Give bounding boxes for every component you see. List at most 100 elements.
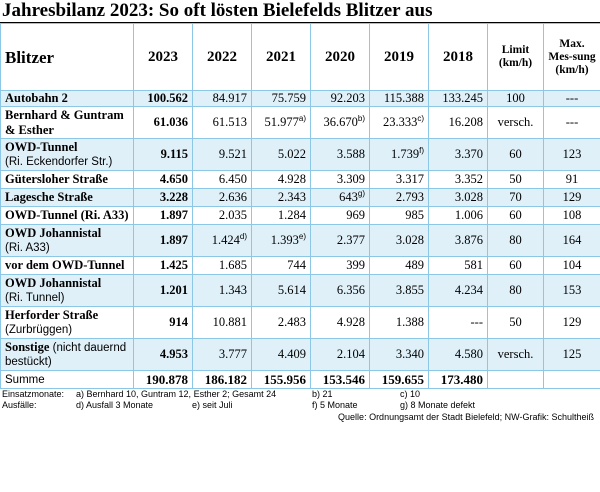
cell-2021: 2.483 — [251, 306, 311, 339]
table-row: OWD Johannistal (Ri. Tunnel) 1.201 1.343 5.6… — [0, 274, 600, 307]
cell-2019: 23.333c) — [369, 106, 429, 139]
cell-2019: 3.855 — [369, 274, 429, 307]
cell-2021: 4.409 — [251, 338, 311, 371]
cell-2023: 1.201 — [133, 274, 193, 307]
cell-2020: 36.670b) — [310, 106, 370, 139]
cell-2019: 115.388 — [369, 90, 429, 107]
note-e: e) seit Juli — [192, 400, 233, 410]
cell-2021: 4.928 — [251, 170, 311, 189]
note-b: b) 21 — [312, 389, 333, 399]
row-label: Gütersloher Straße — [0, 170, 134, 189]
table-row: OWD Johannistal (Ri. A33) 1.897 1.424d) 1.39… — [0, 224, 600, 257]
header-2020: 2020 — [310, 23, 370, 91]
cell-limit: 60 — [487, 256, 544, 275]
cell-2023: 61.036 — [133, 106, 193, 139]
cell-2023: 100.562 — [133, 90, 193, 107]
footnotes: Einsatzmonate: a) Bernhard 10, Guntram 1… — [0, 389, 600, 411]
header-2022: 2022 — [192, 23, 252, 91]
cell-2020: 4.928 — [310, 306, 370, 339]
cell-2019: 489 — [369, 256, 429, 275]
cell-limit: 100 — [487, 90, 544, 107]
row-label: Bernhard & Guntram & Esther — [0, 106, 134, 139]
row-label: Sonstige (nicht dauernd bestückt) — [0, 338, 134, 371]
cell-2019: 2.793 — [369, 188, 429, 207]
row-label: OWD Johannistal (Ri. A33) — [0, 224, 134, 257]
title-rule — [0, 22, 600, 23]
cell-2021: 744 — [251, 256, 311, 275]
table-body: Autobahn 2 100.562 84.917 75.759 92.203 115.3… — [0, 90, 600, 389]
cell-2023: 9.115 — [133, 138, 193, 171]
header-2023: 2023 — [133, 23, 193, 91]
footnote-marker: g) — [357, 188, 365, 198]
source-credit: Quelle: Ordnungsamt der Stadt Bielefeld;… — [338, 412, 594, 422]
note-f: f) 5 Monate — [312, 400, 358, 410]
cell-2020: 92.203 — [310, 90, 370, 107]
sum-2023: 190.878 — [133, 370, 193, 389]
row-label: OWD Johannistal (Ri. Tunnel) — [0, 274, 134, 307]
cell-limit: 70 — [487, 188, 544, 207]
table-row: Sonstige (nicht dauernd bestückt) 4.953 3.7… — [0, 338, 600, 371]
sum-label: Summe — [0, 370, 134, 389]
table-row: OWD-Tunnel (Ri. A33) 1.897 2.035 1.284 969 98… — [0, 206, 600, 225]
sum-2021: 155.956 — [251, 370, 311, 389]
table-row: OWD-Tunnel (Ri. Eckendorfer Str.) 9.115 9.5… — [0, 138, 600, 171]
note-c: c) 10 — [400, 389, 421, 399]
cell-2018: 4.580 — [428, 338, 488, 371]
cell-2020: 6.356 — [310, 274, 370, 307]
cell-2023: 1.897 — [133, 206, 193, 225]
row-label: Herforder Straße (Zurbrüggen) — [0, 306, 134, 339]
table-row: Herforder Straße (Zurbrüggen) 914 10.881 2.4… — [0, 306, 600, 339]
sum-2018: 173.480 — [428, 370, 488, 389]
row-label: Lagesche Straße — [0, 188, 134, 207]
footnote-marker: c) — [417, 113, 424, 123]
header-2018: 2018 — [428, 23, 488, 91]
header-2021: 2021 — [251, 23, 311, 91]
cell-2019: 1.739f) — [369, 138, 429, 171]
cell-max: 129 — [543, 306, 600, 339]
cell-2021: 5.022 — [251, 138, 311, 171]
cell-2021: 1.393e) — [251, 224, 311, 257]
cell-max: 108 — [543, 206, 600, 225]
row-label: vor dem OWD-Tunnel — [0, 256, 134, 275]
note-a: a) Bernhard 10, Guntram 12, Esther 2; Ge… — [76, 389, 277, 399]
cell-2018: 3.876 — [428, 224, 488, 257]
cell-limit: versch. — [487, 106, 544, 139]
cell-limit: 50 — [487, 306, 544, 339]
cell-2023: 4.650 — [133, 170, 193, 189]
cell-2021: 51.977a) — [251, 106, 311, 139]
cell-2020: 643g) — [310, 188, 370, 207]
cell-limit: 60 — [487, 138, 544, 171]
cell-2018: 581 — [428, 256, 488, 275]
cell-2023: 4.953 — [133, 338, 193, 371]
cell-2018: 16.208 — [428, 106, 488, 139]
cell-max: --- — [543, 106, 600, 139]
cell-limit: 80 — [487, 224, 544, 257]
note-d: d) Ausfall 3 Monate — [76, 400, 154, 410]
sum-2022: 186.182 — [192, 370, 252, 389]
cell-2023: 1.425 — [133, 256, 193, 275]
footnote-marker: e) — [298, 231, 306, 241]
cell-limit: 50 — [487, 170, 544, 189]
cell-2022: 6.450 — [192, 170, 252, 189]
table-row: Autobahn 2 100.562 84.917 75.759 92.203 115.3… — [0, 90, 600, 107]
cell-2020: 3.588 — [310, 138, 370, 171]
table-row: Bernhard & Guntram & Esther 61.036 61.513 51… — [0, 106, 600, 139]
cell-2022: 2.636 — [192, 188, 252, 207]
footnote-marker: f) — [419, 145, 424, 155]
cell-2020: 969 — [310, 206, 370, 225]
note-g: g) 8 Monate defekt — [400, 400, 476, 410]
footnote-marker: b) — [357, 113, 365, 123]
cell-2018: --- — [428, 306, 488, 339]
table-row: Gütersloher Straße 4.650 6.450 4.928 3.309 3.… — [0, 170, 600, 189]
cell-2020: 2.104 — [310, 338, 370, 371]
cell-2019: 985 — [369, 206, 429, 225]
cell-2018: 1.006 — [428, 206, 488, 225]
cell-max: 129 — [543, 188, 600, 207]
cell-max: --- — [543, 90, 600, 107]
header-blitzer: Blitzer — [0, 23, 134, 91]
cell-2022: 9.521 — [192, 138, 252, 171]
cell-2020: 399 — [310, 256, 370, 275]
cell-2019: 3.340 — [369, 338, 429, 371]
row-label: OWD-Tunnel (Ri. A33) — [0, 206, 134, 225]
row-label: OWD-Tunnel (Ri. Eckendorfer Str.) — [0, 138, 134, 171]
